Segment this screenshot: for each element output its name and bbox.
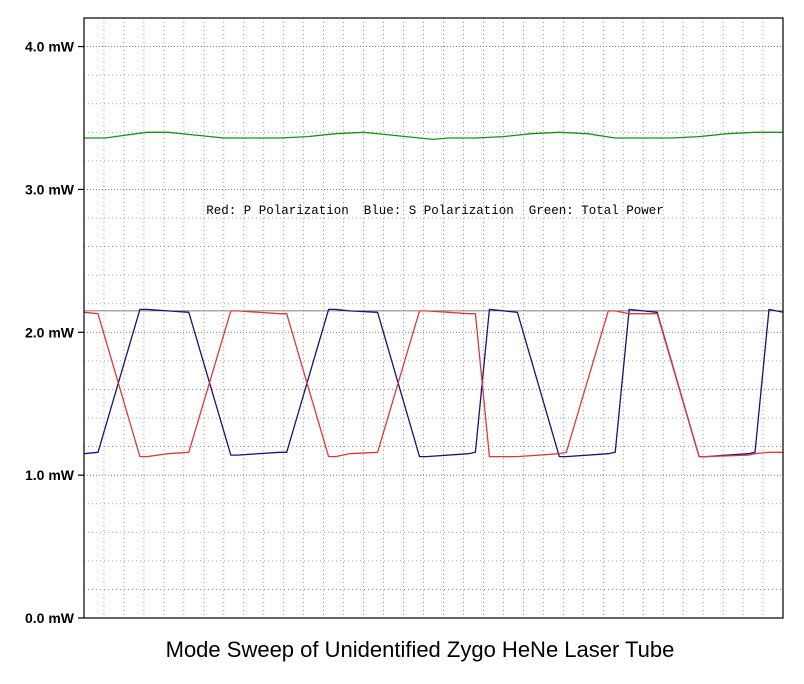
minor-gridlines bbox=[84, 18, 783, 618]
y-tick-label: 0.0 mW bbox=[25, 610, 75, 626]
series-layer bbox=[83, 131, 784, 458]
legend-text: Red: P Polarization Blue: S Polarization… bbox=[206, 204, 664, 218]
y-tick-label: 4.0 mW bbox=[25, 39, 75, 55]
chart-title: Mode Sweep of Unidentified Zygo HeNe Las… bbox=[166, 637, 675, 662]
y-axis-ticks: 0.0 mW 1.0 mW 2.0 mW 3.0 mW 4.0 mW bbox=[25, 39, 84, 626]
y-tick-label: 2.0 mW bbox=[25, 324, 75, 340]
plot-frame bbox=[83, 17, 784, 619]
y-tick-label: 1.0 mW bbox=[25, 467, 75, 483]
series-line-p bbox=[83, 310, 783, 458]
y-tick-label: 3.0 mW bbox=[25, 181, 75, 197]
major-gridlines bbox=[84, 46, 783, 476]
series-line-total bbox=[84, 131, 783, 141]
